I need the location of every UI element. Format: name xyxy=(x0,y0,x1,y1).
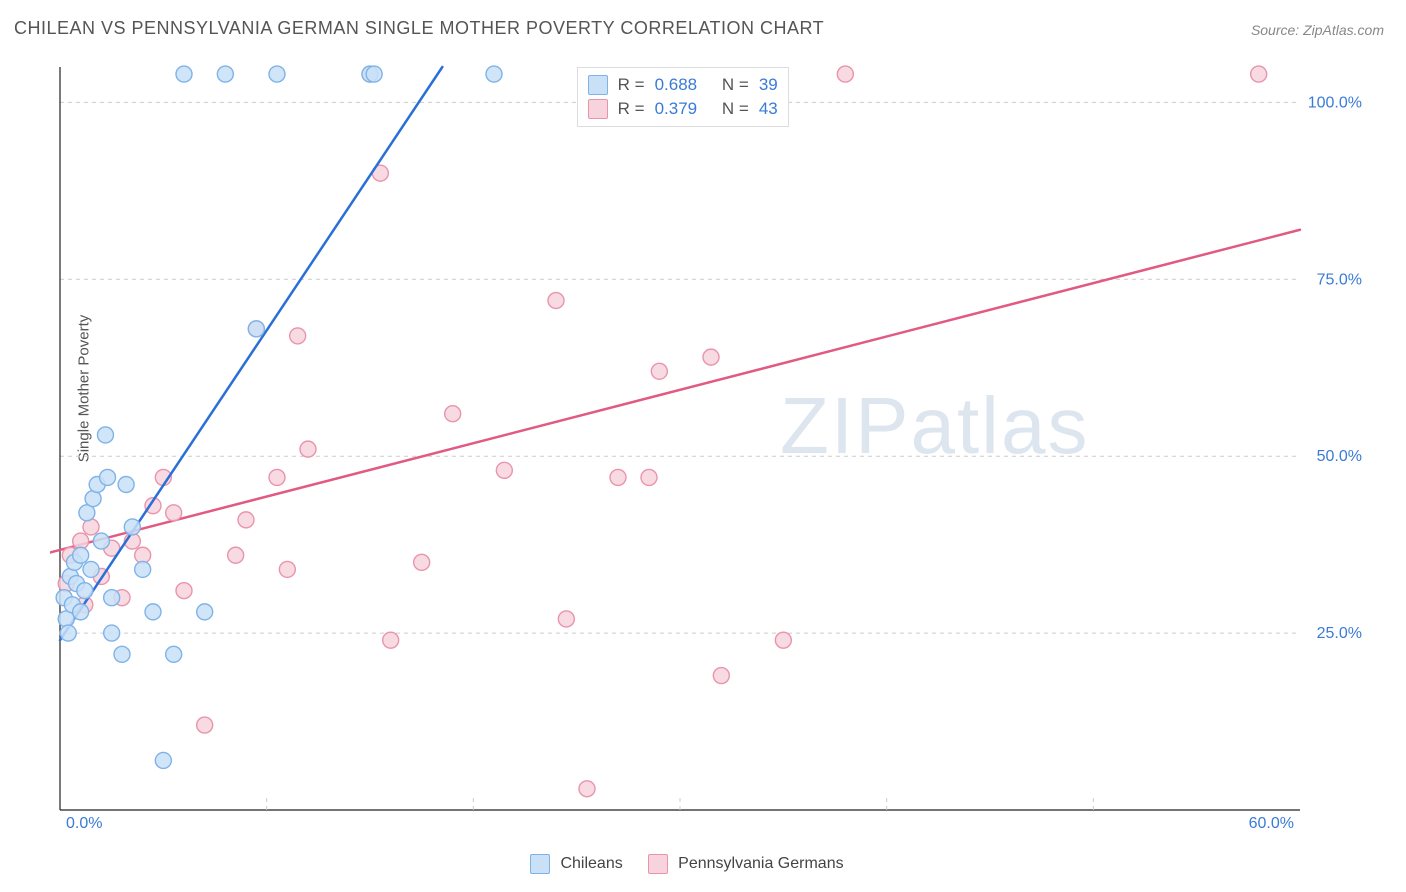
stats-n-label: N = xyxy=(722,73,749,97)
svg-text:25.0%: 25.0% xyxy=(1317,625,1362,642)
svg-text:60.0%: 60.0% xyxy=(1249,815,1294,830)
stats-legend: R = 0.688 N = 39 R = 0.379 N = 43 xyxy=(577,67,789,127)
svg-text:0.0%: 0.0% xyxy=(66,815,102,830)
stats-r-chileans: 0.688 xyxy=(655,73,698,97)
svg-text:75.0%: 75.0% xyxy=(1317,271,1362,288)
stats-swatch-chileans xyxy=(588,75,608,95)
legend-item-pagermans: Pennsylvania Germans xyxy=(648,854,844,874)
stats-n-label: N = xyxy=(722,97,749,121)
chart-source: Source: ZipAtlas.com xyxy=(1251,22,1384,38)
stats-n-pagermans: 43 xyxy=(759,97,778,121)
legend-item-chileans: Chileans xyxy=(530,854,623,874)
stats-row-chileans: R = 0.688 N = 39 xyxy=(588,73,778,97)
svg-text:50.0%: 50.0% xyxy=(1317,448,1362,465)
stats-r-label: R = xyxy=(618,73,645,97)
stats-n-chileans: 39 xyxy=(759,73,778,97)
legend-swatch-pagermans xyxy=(648,854,668,874)
legend-bottom: Chileans Pennsylvania Germans xyxy=(530,854,844,874)
chart-title: CHILEAN VS PENNSYLVANIA GERMAN SINGLE MO… xyxy=(14,18,824,39)
stats-swatch-pagermans xyxy=(588,99,608,119)
stats-row-pagermans: R = 0.379 N = 43 xyxy=(588,97,778,121)
watermark-atlas: atlas xyxy=(910,381,1089,470)
legend-swatch-chileans xyxy=(530,854,550,874)
scatter-svg: 25.0% 50.0% 75.0% 100.0% 0.0% 60.0% xyxy=(50,55,1370,830)
stats-r-pagermans: 0.379 xyxy=(655,97,698,121)
watermark: ZIPatlas xyxy=(780,380,1089,472)
svg-text:100.0%: 100.0% xyxy=(1308,94,1362,111)
legend-label-chileans: Chileans xyxy=(560,855,622,872)
watermark-zip: ZIP xyxy=(780,381,910,470)
plot-area: 25.0% 50.0% 75.0% 100.0% 0.0% 60.0% xyxy=(50,55,1370,830)
stats-r-label: R = xyxy=(618,97,645,121)
legend-label-pagermans: Pennsylvania Germans xyxy=(678,855,843,872)
